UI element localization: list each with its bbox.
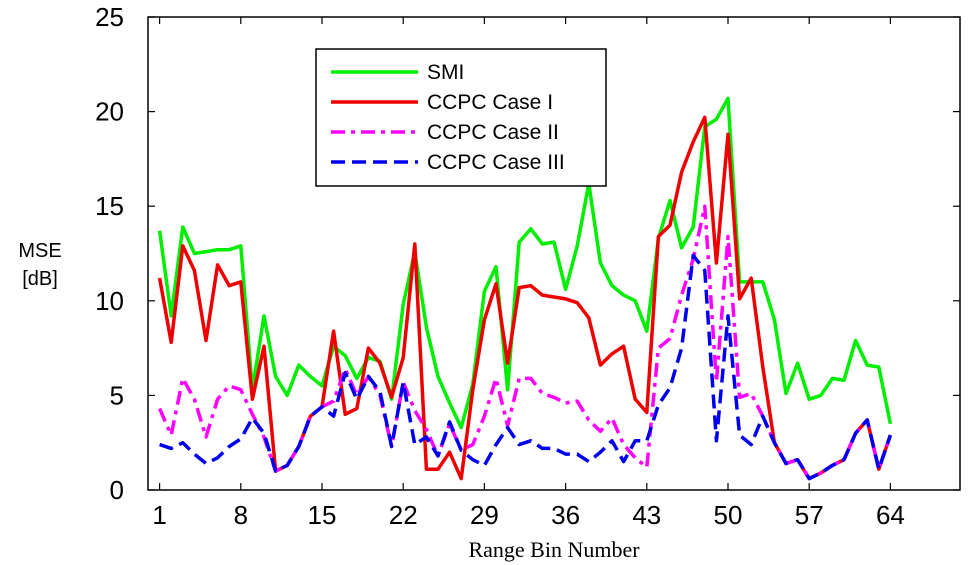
y-tick-label: 5 [110, 380, 124, 410]
x-tick-label: 15 [308, 500, 337, 530]
legend-label-2: CCPC Case II [427, 121, 559, 144]
series-lines [157, 96, 893, 481]
x-tick-label: 1 [152, 500, 166, 530]
y-axis-label-line-1: MSE [18, 240, 61, 262]
y-tick-label: 20 [95, 97, 124, 127]
x-tick-label: 57 [795, 500, 824, 530]
x-tick-label: 29 [470, 500, 499, 530]
y-tick-label: 15 [95, 191, 124, 221]
legend-label-0: SMI [427, 61, 464, 84]
x-tick-label: 8 [234, 500, 248, 530]
x-tick-label: 22 [389, 500, 418, 530]
y-tick-label: 25 [95, 2, 124, 32]
y-tick-label: 10 [95, 286, 124, 316]
x-tick-label: 64 [876, 500, 905, 530]
legend-label-1: CCPC Case I [427, 91, 553, 114]
x-axis: 1 8 15 22 29 36 43 50 57 64 [152, 17, 905, 530]
y-axis: 0 5 10 15 20 25 [95, 2, 960, 505]
series-line-0 [157, 96, 893, 430]
series-line-3 [159, 253, 893, 481]
x-axis-label: Range Bin Number [468, 537, 640, 562]
x-tick-label: 43 [632, 500, 661, 530]
y-tick-label: 0 [110, 475, 124, 505]
series-line-1 [157, 115, 893, 481]
legend-label-3: CCPC Case III [427, 151, 565, 174]
y-axis-label-line-2: [dB] [22, 268, 58, 290]
x-tick-label: 50 [714, 500, 743, 530]
legend: SMI CCPC Case I CCPC Case II CCPC Case III [315, 48, 607, 187]
x-tick-label: 36 [551, 500, 580, 530]
